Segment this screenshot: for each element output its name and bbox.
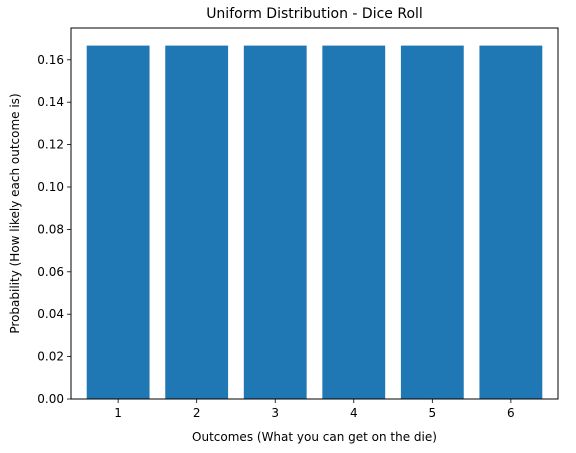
bar-6 bbox=[479, 45, 543, 399]
plot-frame bbox=[70, 27, 559, 400]
y-tick-label: 0.04 bbox=[37, 307, 64, 321]
y-tick-label: 0.08 bbox=[37, 222, 64, 236]
y-tick-label: 0.02 bbox=[37, 350, 64, 364]
bar-2 bbox=[165, 45, 229, 399]
bar-4 bbox=[322, 45, 386, 399]
y-tick-label: 0.06 bbox=[37, 265, 64, 279]
bar-1 bbox=[86, 45, 150, 399]
x-tick-label: 4 bbox=[350, 406, 358, 420]
bar-5 bbox=[400, 45, 464, 399]
bar-3 bbox=[243, 45, 307, 399]
y-tick-label: 0.10 bbox=[37, 180, 64, 194]
x-axis-label: Outcomes (What you can get on the die) bbox=[192, 430, 437, 444]
x-tick-label: 6 bbox=[507, 406, 515, 420]
x-tick-label: 1 bbox=[114, 406, 122, 420]
x-axis-ticks: 1 2 3 4 5 6 bbox=[114, 399, 515, 420]
bars-group bbox=[86, 45, 543, 399]
y-tick-label: 0.14 bbox=[37, 95, 64, 109]
x-tick-label: 3 bbox=[271, 406, 279, 420]
x-tick-label: 2 bbox=[193, 406, 201, 420]
y-axis-ticks: 0.00 0.02 0.04 0.06 0.08 0.10 0.12 0.14 0.16 bbox=[37, 53, 71, 406]
y-axis-label: Probability (How likely each outcome is) bbox=[8, 93, 22, 333]
x-tick-label: 5 bbox=[429, 406, 437, 420]
y-tick-label: 0.12 bbox=[37, 138, 64, 152]
chart-title: Uniform Distribution - Dice Roll bbox=[206, 6, 423, 22]
y-tick-label: 0.00 bbox=[37, 392, 64, 406]
y-tick-label: 0.16 bbox=[37, 53, 64, 67]
